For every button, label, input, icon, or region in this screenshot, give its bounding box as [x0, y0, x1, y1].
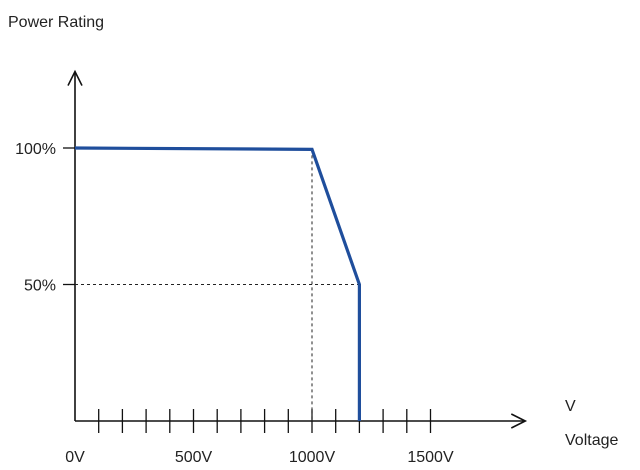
x-tick-label: 1000V — [289, 449, 336, 466]
x-axis-label: Voltage — [565, 432, 618, 449]
x-tick-label: 0V — [65, 449, 85, 466]
x-tick-labels: 0V 500V 1000V 1500V — [65, 449, 454, 466]
y-tick-label: 50% — [24, 278, 56, 295]
x-axis-unit: V — [565, 398, 576, 415]
series-line-0 — [74, 146, 361, 421]
x-axis-arrow — [510, 413, 528, 429]
y-axis-arrow — [67, 69, 83, 86]
y-axis-label: Power Rating — [8, 14, 104, 31]
guide-lines — [75, 149, 360, 421]
y-axis-ticks — [63, 147, 75, 286]
y-tick-label: 100% — [15, 141, 56, 158]
y-tick-labels: 100% 50% — [15, 141, 56, 295]
series-group — [74, 146, 361, 421]
x-tick-label: 1500V — [407, 449, 454, 466]
x-tick-label: 500V — [175, 449, 213, 466]
